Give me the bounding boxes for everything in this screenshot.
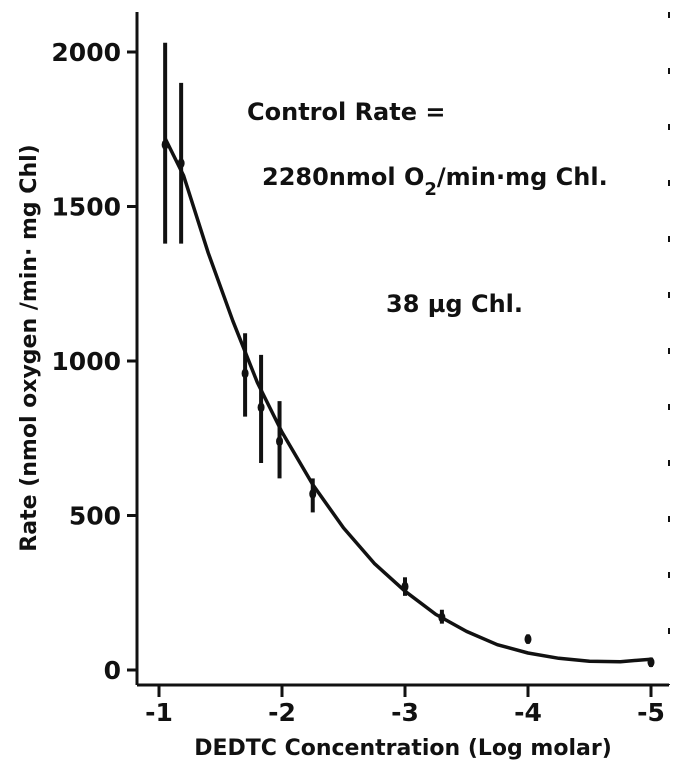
data-point bbox=[161, 139, 169, 150]
data-point bbox=[257, 402, 265, 413]
data-point bbox=[309, 488, 317, 499]
y-tick-label: 2000 bbox=[51, 38, 121, 67]
data-point bbox=[438, 612, 446, 623]
fit-curve-group bbox=[163, 137, 652, 664]
annotation-chl-amount: 38 µg Chl. bbox=[386, 290, 523, 318]
y-axis-title: Rate (nmol oxygen /min· mg Chl) bbox=[17, 144, 42, 551]
y-tick-label: 500 bbox=[69, 502, 121, 531]
x-tick-label: -4 bbox=[514, 698, 542, 727]
annotation-rate-suffix: /min·mg Chl. bbox=[437, 163, 608, 191]
x-tick-label: -3 bbox=[391, 698, 419, 727]
y-tick-label: 1500 bbox=[51, 193, 121, 222]
error-bars bbox=[161, 42, 655, 668]
annotation-rate-prefix: 2280nmol O bbox=[262, 163, 424, 191]
axes bbox=[135, 12, 670, 687]
annotation-rate-value: 2280nmol O2/min·mg Chl. bbox=[262, 163, 608, 200]
data-point bbox=[241, 368, 249, 379]
y-tick-label: 1000 bbox=[51, 347, 121, 376]
x-tick-label: -1 bbox=[145, 698, 173, 727]
data-point bbox=[401, 581, 409, 592]
data-point bbox=[177, 158, 185, 169]
x-axis-title: DEDTC Concentration (Log molar) bbox=[194, 736, 612, 761]
ticks: 0 500 1000 1500 2000 -1 -2 -3 -4 -5 bbox=[51, 38, 664, 727]
x-tick-label: -2 bbox=[268, 698, 296, 727]
annotation-rate-subscript: 2 bbox=[424, 179, 437, 200]
x-tick-label: -5 bbox=[637, 698, 665, 727]
annotation-control-rate: Control Rate = bbox=[247, 98, 445, 126]
data-point bbox=[276, 436, 284, 447]
y-tick-label: 0 bbox=[104, 656, 121, 685]
fit-curve bbox=[163, 137, 652, 664]
data-point bbox=[647, 657, 655, 668]
data-point bbox=[524, 634, 532, 645]
